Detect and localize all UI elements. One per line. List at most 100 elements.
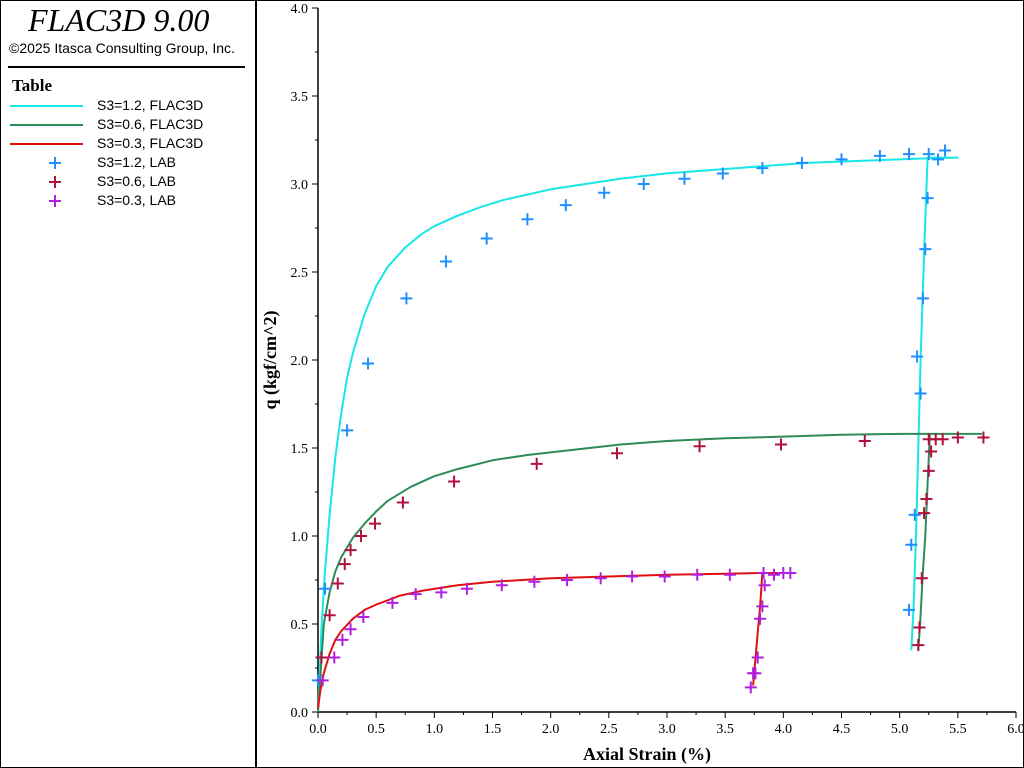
y-tick-label: 2.5 (291, 266, 309, 281)
chart-series (312, 144, 990, 713)
data-point-3 (902, 148, 915, 161)
x-tick-label: 4.0 (775, 722, 793, 737)
data-point-5 (784, 566, 797, 579)
data-point-3 (939, 144, 952, 157)
data-point-4 (448, 475, 461, 488)
legend-item-s3-0-6-flac3d[interactable]: S3=0.6, FLAC3D (10, 115, 250, 134)
data-point-3 (341, 424, 354, 437)
app-title: FLAC3D 9.00 (28, 2, 210, 38)
panel-divider (255, 0, 257, 768)
series-line-1 (317, 432, 983, 713)
data-point-3 (795, 156, 808, 169)
legend-item-s3-0-3-flac3d[interactable]: S3=0.3, FLAC3D (10, 134, 250, 153)
legend-label: S3=1.2, LAB (97, 154, 177, 170)
legend-label: S3=1.2, FLAC3D (97, 97, 204, 113)
data-point-3 (678, 172, 691, 185)
data-point-5 (758, 579, 771, 592)
data-point-4 (315, 651, 328, 664)
legend-line-icon (10, 143, 83, 145)
data-point-4 (918, 507, 931, 520)
copyright-text: ©2025 Itasca Consulting Group, Inc. (9, 40, 235, 56)
data-point-4 (936, 433, 949, 446)
data-point-5 (658, 570, 671, 583)
data-point-5 (435, 586, 448, 599)
data-point-5 (594, 572, 607, 585)
data-point-3 (922, 148, 935, 161)
x-axis-title: Axial Strain (%) (583, 744, 711, 765)
data-point-5 (626, 570, 639, 583)
data-point-4 (912, 639, 925, 652)
data-point-5 (357, 610, 370, 623)
data-point-4 (858, 434, 871, 447)
data-point-3 (637, 178, 650, 190)
data-point-3 (559, 199, 572, 212)
data-point-5 (751, 651, 764, 664)
x-tick-label: 4.5 (833, 722, 851, 737)
data-point-4 (693, 440, 706, 453)
data-point-5 (409, 588, 422, 601)
data-point-4 (920, 493, 933, 506)
legend-item-s3-1-2-flac3d[interactable]: S3=1.2, FLAC3D (10, 96, 250, 115)
data-point-5 (560, 574, 573, 586)
data-point-5 (756, 600, 769, 613)
data-point-5 (757, 566, 770, 579)
data-point-5 (495, 579, 508, 592)
data-point-3 (716, 167, 729, 180)
x-tick-label: 5.5 (949, 722, 967, 737)
chart-axes: 0.0 0.5 1.0 1.5 2.0 2.5 3.0 3.5 4.0 4.5 5.0 5.5 6.0 0… (291, 2, 1024, 737)
data-point-4 (396, 496, 409, 509)
data-point-3 (919, 243, 932, 256)
data-point-4 (369, 517, 382, 530)
data-point-3 (598, 186, 611, 199)
series-line-0 (317, 156, 959, 713)
legend-title: Table (12, 76, 53, 95)
legend-item-s3-1-2-lab[interactable]: S3=1.2, LAB (10, 153, 250, 172)
data-point-4 (977, 431, 990, 444)
legend-line-icon (10, 105, 83, 107)
data-point-5 (386, 596, 399, 609)
data-point-3 (921, 192, 934, 205)
x-tick-label: 3.0 (658, 722, 676, 737)
legend-label: S3=0.3, LAB (97, 192, 177, 208)
data-point-4 (610, 447, 623, 460)
data-point-3 (521, 213, 534, 226)
data-point-3 (916, 292, 929, 305)
data-point-3 (905, 538, 918, 551)
data-point-5 (744, 681, 757, 694)
x-tick-label: 0.0 (309, 722, 327, 737)
y-tick-label: 1.5 (291, 442, 309, 457)
legend-label: S3=0.6, FLAC3D (97, 116, 204, 132)
legend-label: S3=0.6, LAB (97, 173, 177, 189)
data-point-3 (480, 232, 493, 245)
data-point-3 (911, 350, 924, 363)
data-point-5 (344, 623, 357, 636)
data-point-3 (439, 255, 452, 268)
data-point-4 (922, 464, 935, 477)
title-divider (8, 66, 245, 68)
data-point-4 (913, 621, 926, 634)
data-point-4 (355, 530, 368, 542)
data-point-4 (331, 577, 344, 590)
x-tick-label: 0.5 (367, 722, 385, 737)
legend-plus-marker-icon (49, 195, 61, 207)
data-point-3 (932, 153, 945, 166)
x-tick-label: 2.5 (600, 722, 618, 737)
data-point-4 (323, 609, 336, 622)
legend-item-s3-0-6-lab[interactable]: S3=0.6, LAB (10, 172, 250, 191)
legend-item-s3-0-3-lab[interactable]: S3=0.3, LAB (10, 191, 250, 210)
y-tick-label: 3.0 (291, 178, 309, 193)
y-tick-label: 2.0 (291, 354, 309, 369)
data-point-5 (460, 582, 473, 595)
y-tick-label: 0.5 (291, 618, 309, 633)
data-point-5 (747, 667, 760, 680)
y-tick-label: 3.5 (291, 90, 309, 105)
data-point-5 (328, 651, 341, 664)
data-point-5 (723, 568, 736, 581)
data-point-5 (691, 568, 704, 581)
data-point-3 (908, 508, 921, 521)
data-point-5 (528, 575, 541, 588)
data-point-4 (775, 438, 788, 451)
data-point-3 (400, 292, 413, 305)
data-point-5 (336, 633, 349, 646)
